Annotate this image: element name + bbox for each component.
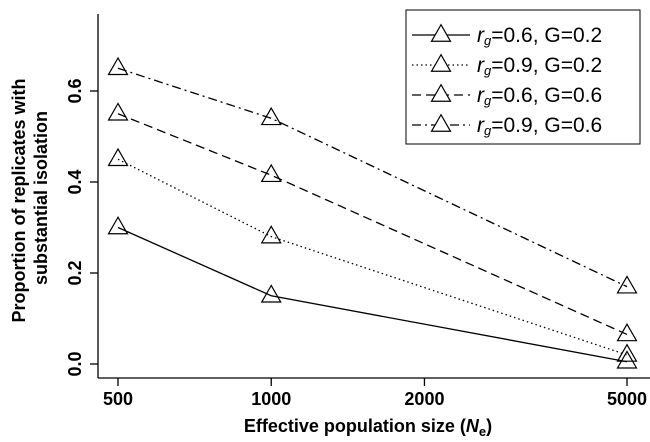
legend-entry-3: rg=0.6, G=0.6 <box>412 83 602 108</box>
y-axis-ticks: 0.0 0.2 0.4 0.6 <box>65 78 98 377</box>
data-point-marker <box>107 102 129 121</box>
data-point-marker <box>107 56 129 76</box>
series-2 <box>107 147 638 362</box>
series-4 <box>107 56 638 294</box>
legend-label: rg=0.6, G=0.6 <box>477 84 602 108</box>
x-tick-label: 5000 <box>607 389 647 409</box>
y-tick-label: 0.4 <box>65 169 85 194</box>
legend-label: rg=0.9, G=0.6 <box>477 114 602 138</box>
y-axis-title-line1: Proportion of replicates with <box>9 78 29 322</box>
x-axis-ticks: 500 1000 2000 5000 <box>103 378 647 409</box>
data-point-marker <box>616 343 638 362</box>
data-point-marker <box>616 275 638 294</box>
x-tick-label: 500 <box>103 389 133 409</box>
data-point-marker <box>107 216 129 235</box>
legend-entries: rg=0.6, G=0.2 rg=0.9, G=0.2 rg=0.6, G=0.6 r… <box>412 23 602 138</box>
x-tick-label: 1000 <box>251 389 291 409</box>
series-line <box>117 113 628 336</box>
data-point-marker <box>616 350 638 369</box>
series-line <box>117 226 628 363</box>
y-axis-title-line2: substantial isolation <box>31 111 51 285</box>
series-3 <box>107 102 638 342</box>
data-point-marker <box>260 163 282 183</box>
y-tick-label: 0.6 <box>65 78 85 103</box>
data-point-marker <box>260 225 282 244</box>
legend-entry-2: rg=0.9, G=0.2 <box>412 53 602 78</box>
x-tick-label: 2000 <box>404 389 444 409</box>
data-point-marker <box>107 147 129 167</box>
y-tick-label: 0.2 <box>65 260 85 285</box>
axes <box>97 14 650 379</box>
legend-marker <box>430 113 452 132</box>
legend-entry-4: rg=0.9, G=0.6 <box>412 113 602 138</box>
legend: rg=0.6, G=0.2 rg=0.9, G=0.2 rg=0.6, G=0.6 r… <box>405 9 641 145</box>
legend-entry-1: rg=0.6, G=0.2 <box>412 23 602 48</box>
series-line <box>117 158 628 356</box>
data-point-marker <box>616 322 638 342</box>
y-axis-title: Proportion of replicates with substantia… <box>9 73 51 322</box>
x-axis-title: Effective population size (Ne) <box>244 416 492 439</box>
legend-label: rg=0.6, G=0.2 <box>477 24 602 48</box>
data-point-marker <box>260 106 282 126</box>
series-1 <box>107 216 638 369</box>
series-line <box>117 67 628 288</box>
legend-marker <box>430 23 452 42</box>
legend-marker <box>430 53 452 72</box>
legend-label: rg=0.9, G=0.2 <box>477 54 602 78</box>
series-group <box>107 56 638 369</box>
data-point-marker <box>260 284 282 303</box>
legend-marker <box>430 83 452 102</box>
y-tick-label: 0.0 <box>65 351 85 376</box>
